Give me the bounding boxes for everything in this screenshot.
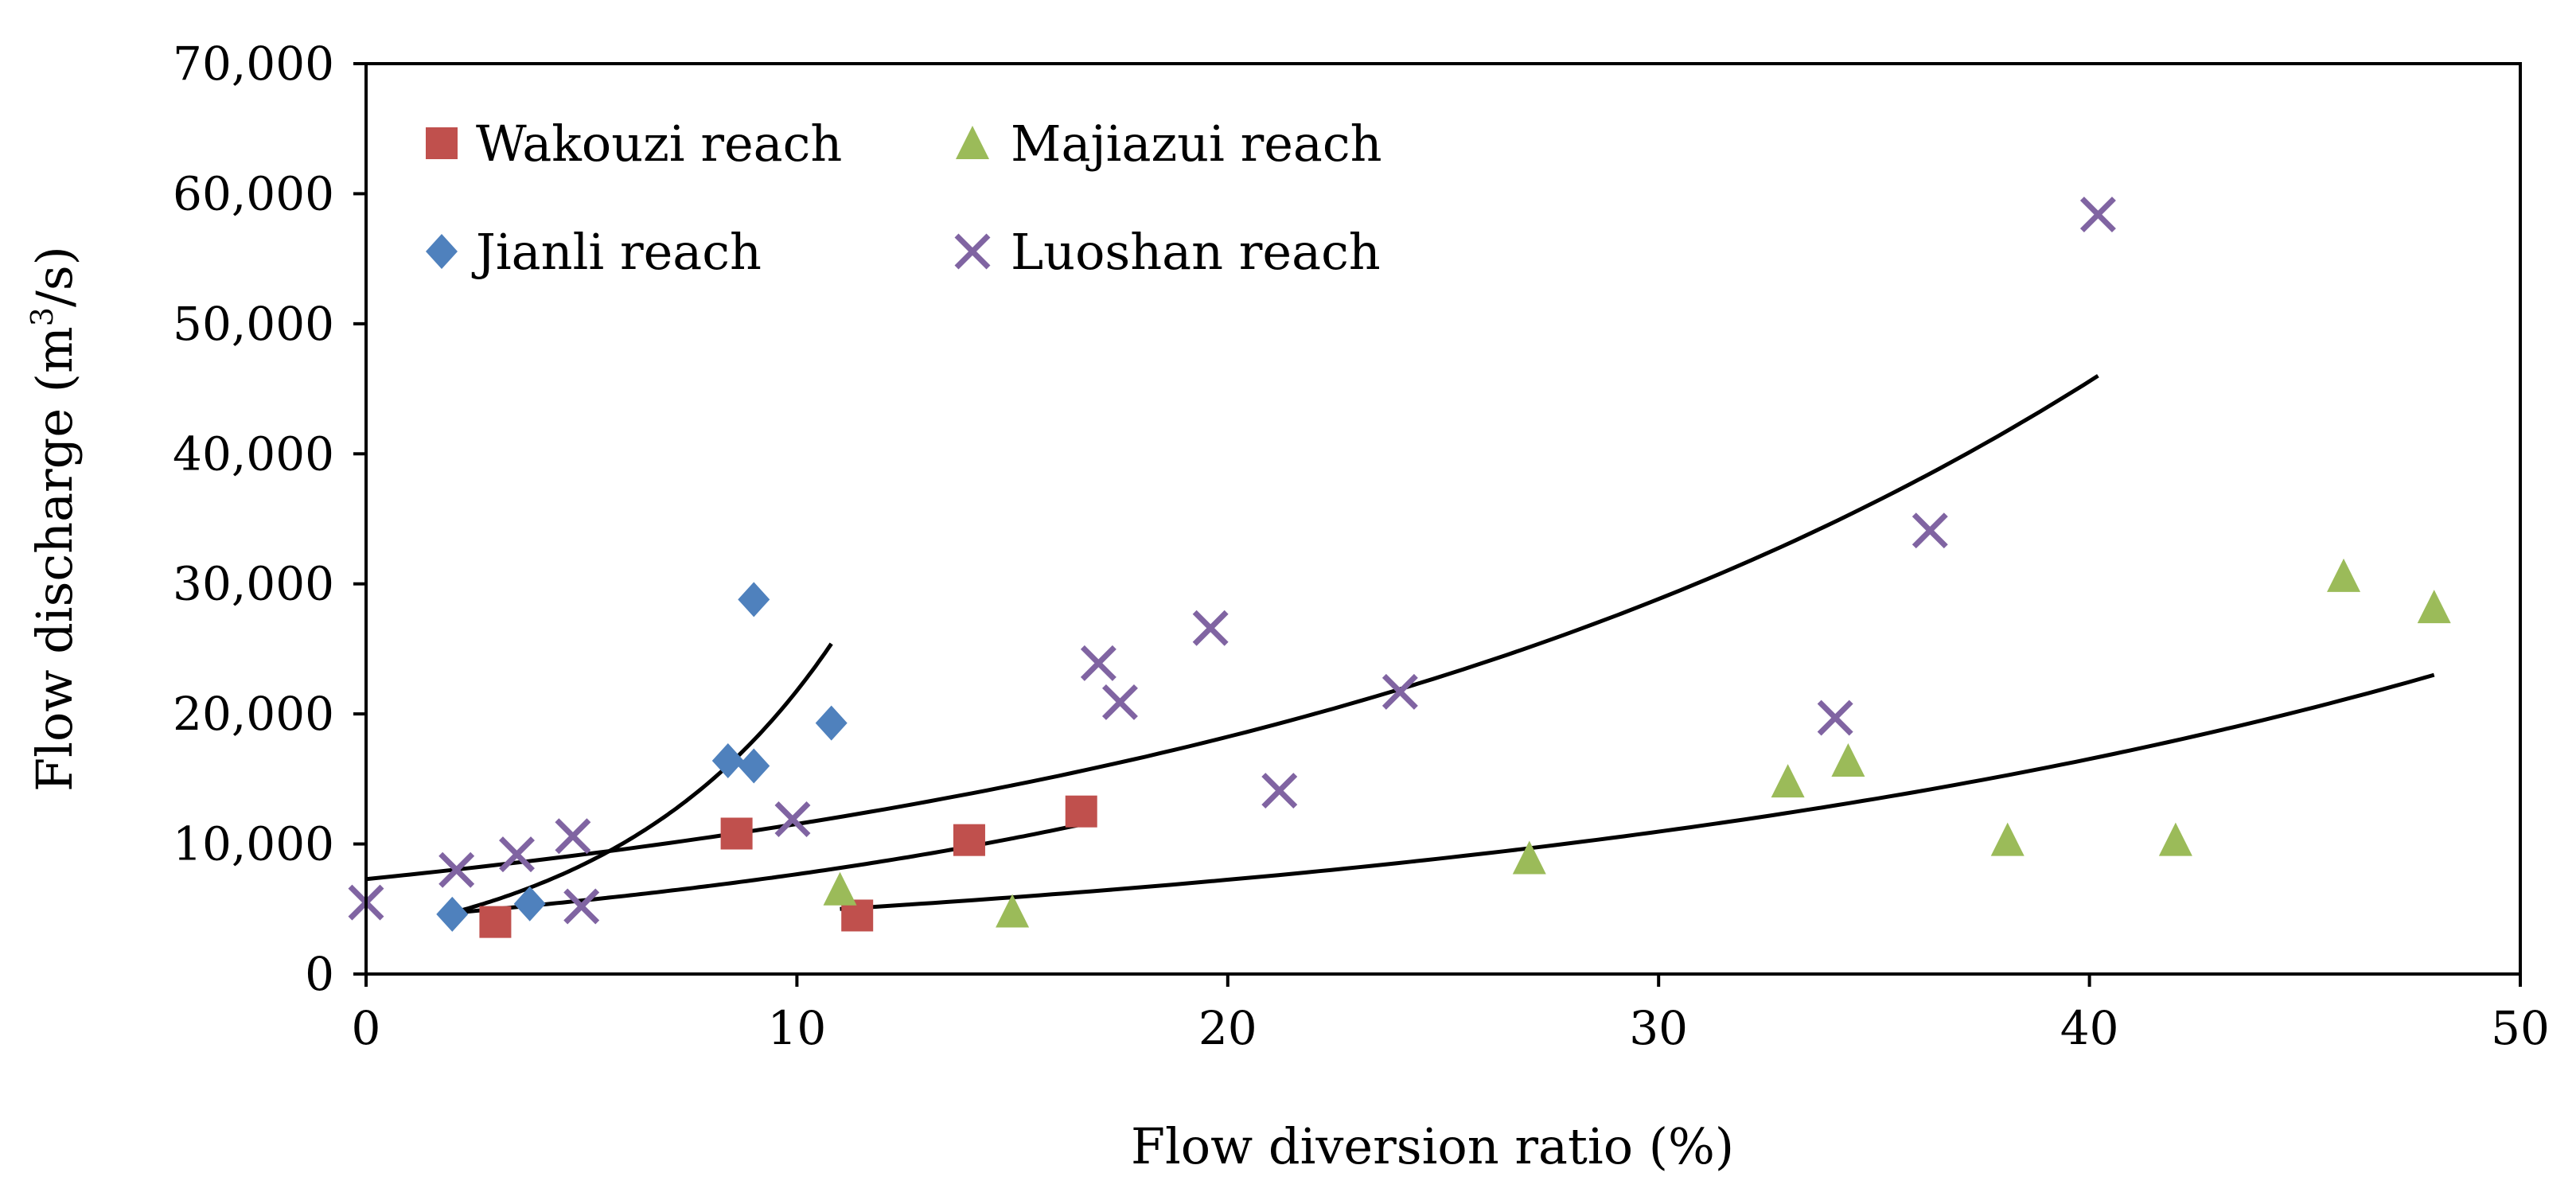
y-tick-label: 50,000: [173, 297, 334, 351]
data-point-jianli: [513, 886, 546, 922]
y-axis-title: Flow discharge (m3/s): [25, 246, 84, 792]
y-tick-label: 10,000: [173, 817, 334, 871]
y-axis-title-main: Flow discharge (m: [25, 326, 84, 792]
data-point-luoshan: [774, 801, 811, 837]
data-point-luoshan: [438, 851, 475, 888]
data-point-majiazui: [2158, 822, 2192, 856]
data-point-majiazui: [1831, 742, 1865, 777]
data-point-luoshan: [555, 818, 591, 855]
y-axis-title-superscript: 3: [25, 307, 60, 326]
data-point-majiazui: [2417, 590, 2451, 624]
y-tick-label: 30,000: [173, 557, 334, 611]
data-point-luoshan: [1817, 699, 1853, 736]
legend-label-jianli: Jianli reach: [471, 223, 762, 281]
data-point-luoshan: [2079, 197, 2116, 233]
trendline-luoshan: [365, 374, 2099, 882]
legend-label-luoshan: Luoshan reach: [1011, 223, 1381, 281]
trendline-majiazui: [840, 672, 2435, 911]
data-point-majiazui: [823, 871, 857, 906]
data-point-luoshan: [1912, 512, 1948, 549]
legend-item-wakouzi: Wakouzi reach: [426, 115, 842, 173]
y-axis-title-end: /s): [25, 246, 84, 307]
data-point-wakouzi: [1065, 795, 1097, 828]
trendline-jianli: [451, 642, 833, 915]
data-point-luoshan: [1080, 645, 1117, 681]
y-axis-ticks: 0 10,000 20,000 30,000 40,000 50,000 60,000 70,…: [173, 37, 366, 1001]
legend-label-majiazui: Majiazui reach: [1011, 115, 1382, 173]
data-point-wakouzi: [720, 817, 753, 850]
y-tick-label: 20,000: [173, 687, 334, 741]
data-point-jianli: [815, 705, 848, 741]
data-point-majiazui: [1771, 764, 1805, 798]
data-point-majiazui: [2327, 558, 2361, 592]
data-point-luoshan: [1261, 773, 1298, 809]
x-tick-label: 30: [1629, 1001, 1688, 1055]
data-point-luoshan: [499, 836, 535, 873]
y-tick-label: 0: [305, 947, 334, 1001]
data-point-luoshan: [1192, 610, 1229, 646]
legend-item-luoshan: Luoshan reach: [954, 223, 1381, 281]
legend-diamond-marker: [426, 234, 458, 269]
data-point-jianli: [738, 748, 770, 784]
data-points: [348, 197, 2451, 938]
x-tick-label: 10: [767, 1001, 826, 1055]
data-point-luoshan: [1101, 684, 1138, 720]
data-point-jianli: [711, 742, 744, 778]
data-point-jianli: [738, 582, 770, 618]
x-axis-ticks: 0 10 20 30 40 50: [352, 974, 2550, 1055]
legend-item-majiazui: Majiazui reach: [956, 115, 1382, 173]
y-tick-label: 60,000: [173, 166, 334, 220]
x-tick-label: 40: [2060, 1001, 2119, 1055]
legend-item-jianli: Jianli reach: [426, 223, 762, 281]
legend-x-marker: [954, 233, 991, 270]
data-point-majiazui: [1990, 822, 2025, 856]
x-tick-label: 0: [352, 1001, 381, 1055]
x-tick-label: 20: [1198, 1001, 1257, 1055]
data-point-luoshan: [563, 888, 600, 925]
legend-square-marker: [426, 127, 458, 159]
data-point-luoshan: [1382, 673, 1418, 710]
x-tick-label: 50: [2491, 1001, 2550, 1055]
data-point-jianli: [436, 896, 469, 932]
y-tick-label: 70,000: [173, 37, 334, 91]
y-tick-label: 40,000: [173, 427, 334, 481]
data-point-wakouzi: [479, 906, 512, 938]
data-point-wakouzi: [953, 824, 985, 856]
x-axis-title: Flow diversion ratio (%): [1131, 1117, 1734, 1175]
data-point-majiazui: [996, 894, 1030, 928]
legend-triangle-marker: [956, 126, 989, 159]
data-point-majiazui: [1512, 840, 1546, 875]
legend: Wakouzi reach Majiazui reach Jianli reac…: [426, 115, 1382, 281]
legend-label-wakouzi: Wakouzi reach: [476, 115, 842, 173]
